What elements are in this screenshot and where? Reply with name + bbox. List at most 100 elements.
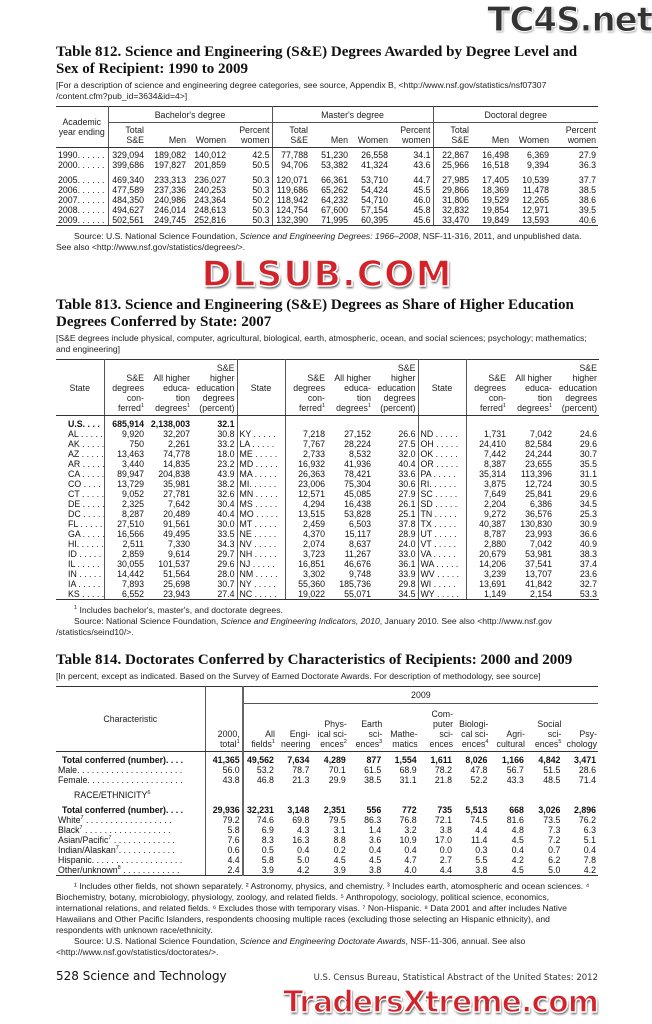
cell: 25.1 xyxy=(373,509,419,519)
cell: 71.4 xyxy=(578,775,596,785)
cell: 23,655 xyxy=(525,459,552,469)
cell: 329,094 xyxy=(112,150,144,160)
cell: 45.8 xyxy=(390,205,434,215)
table-row: AZ . . . . . 13,463 74,778 18.0 ME . . . . .… xyxy=(56,449,599,459)
cell: 1,611 xyxy=(430,755,453,765)
cell: 38.2 xyxy=(192,479,238,489)
cell: 13,593 xyxy=(511,215,552,226)
cell: 40.4 xyxy=(373,459,419,469)
state-label: NV . . . . . xyxy=(237,539,286,549)
state-label: VA . . . . . xyxy=(418,549,467,559)
cell: 237,336 xyxy=(154,185,186,195)
cell: 15,117 xyxy=(344,529,371,539)
cell xyxy=(348,785,383,805)
cell: 243,364 xyxy=(194,195,226,205)
table-row: FL . . . . . 27,510 91,561 30.0 MT . . . . .… xyxy=(56,519,599,529)
cell: 16,932 xyxy=(298,459,325,469)
state-label: IA . . . . . xyxy=(56,579,105,589)
group-header: Master's degree xyxy=(272,106,434,123)
label-text: White xyxy=(58,815,81,825)
cell: 1,166 xyxy=(501,755,524,765)
cell: 68.9 xyxy=(399,765,417,775)
state-label: TX . . . . . xyxy=(418,519,467,529)
cell: 36,576 xyxy=(525,509,552,519)
table-row: AL . . . . . 9,920 32,207 30.8 KY . . . . . 7… xyxy=(56,429,599,439)
cell: 50.2 xyxy=(228,195,273,205)
cell: 246,014 xyxy=(154,205,186,215)
cell: 35.5 xyxy=(579,459,597,469)
cell: 4,289 xyxy=(323,755,346,765)
cell: 27.9 xyxy=(373,489,419,499)
column-header: Earth sci- ences3 xyxy=(347,703,384,752)
cell: 77,788 xyxy=(281,150,309,160)
cell: 54,710 xyxy=(361,195,389,205)
cell: 43.6 xyxy=(390,160,434,170)
source-suffix: , NSF-11-306, annual. See also <http://w… xyxy=(56,936,526,957)
row-label: Female. . . . . . . . . . . . . . . . . … xyxy=(56,775,206,785)
column-header: Women xyxy=(350,122,391,148)
cell: 0.7 xyxy=(548,845,561,855)
cell: 36.3 xyxy=(578,160,597,170)
cell: 5.1 xyxy=(583,835,596,845)
cell: 3,875 xyxy=(483,479,506,489)
cell: 4.8 xyxy=(511,825,524,835)
cell: 16,498 xyxy=(482,150,510,160)
cell: 26.1 xyxy=(373,499,419,509)
cell: 20,679 xyxy=(479,549,506,559)
cell: 12,571 xyxy=(298,489,325,499)
cell: 6.2 xyxy=(548,855,561,865)
cell: 37.4 xyxy=(579,559,597,569)
state-label: MS . . . . . xyxy=(237,499,286,509)
cell: 2,459 xyxy=(302,519,325,529)
label-text: RACE/ETHNICITY xyxy=(74,790,148,800)
table-row: Total conferred (number). . . . 29,936 32,… xyxy=(56,805,598,815)
cell: 35,981 xyxy=(163,479,190,489)
cell: 4,370 xyxy=(302,529,325,539)
cell: 3.8 xyxy=(347,865,384,876)
cell: 23,943 xyxy=(146,589,192,600)
cell: 3.9 xyxy=(242,865,276,876)
footnote-mark: 6 xyxy=(147,790,151,796)
cell: 91,561 xyxy=(163,519,190,529)
source-title: Science and Engineering Indicators, 2010 xyxy=(220,616,380,626)
cell: 4.4 xyxy=(205,855,244,865)
cell: 61.5 xyxy=(364,765,382,775)
header-row-year: Characteristic 2000, total1 2009 xyxy=(56,686,598,752)
cell: 53.2 xyxy=(256,765,274,775)
leader-dots: . . . . . . . . . . . . . xyxy=(111,835,175,845)
group-header: Bachelor's degree xyxy=(108,106,273,123)
cell: 41,365 xyxy=(205,751,244,765)
cell: 78,421 xyxy=(344,469,371,479)
cell: 34.1 xyxy=(390,147,434,160)
cell: 24.0 xyxy=(373,539,419,549)
label-text: Hispanic. . . . . . . . . . . . . . . . … xyxy=(58,855,183,865)
cell xyxy=(276,785,311,805)
cell: 4.5 xyxy=(489,865,526,876)
cell: 3.8 xyxy=(454,865,490,876)
state-label: OK . . . . . xyxy=(418,449,467,459)
table-row: Indian/Alaskan7. . . . . . . . . . . . 0.… xyxy=(56,845,598,855)
cell: 140,012 xyxy=(194,150,226,160)
cell: 50.3 xyxy=(228,175,273,185)
cell: 35,314 xyxy=(479,469,506,479)
cell: 44.7 xyxy=(390,175,434,185)
cell: 877 xyxy=(366,755,382,765)
cell: 55,360 xyxy=(298,579,325,589)
cell: 9,052 xyxy=(121,489,144,499)
column-header: Men xyxy=(310,122,351,148)
cell: 41,936 xyxy=(344,459,371,469)
cell: 33.2 xyxy=(192,439,238,449)
page-footer-section: 528 Science and Technology xyxy=(56,969,227,983)
cell: 40,387 xyxy=(479,519,506,529)
cell: 25,698 xyxy=(163,579,190,589)
footnote-mark: 1 xyxy=(236,739,240,745)
cell: 0.6 xyxy=(205,845,244,855)
cell: 45.6 xyxy=(390,215,434,226)
state-label: DC . . . . . xyxy=(56,509,105,519)
cell: 14,442 xyxy=(117,569,144,579)
cell: 36.1 xyxy=(373,559,419,569)
footnote-mark: 8 xyxy=(117,865,121,871)
cell: 53.3 xyxy=(554,589,599,600)
cell: 24,244 xyxy=(525,449,552,459)
cell: 13,729 xyxy=(117,479,144,489)
